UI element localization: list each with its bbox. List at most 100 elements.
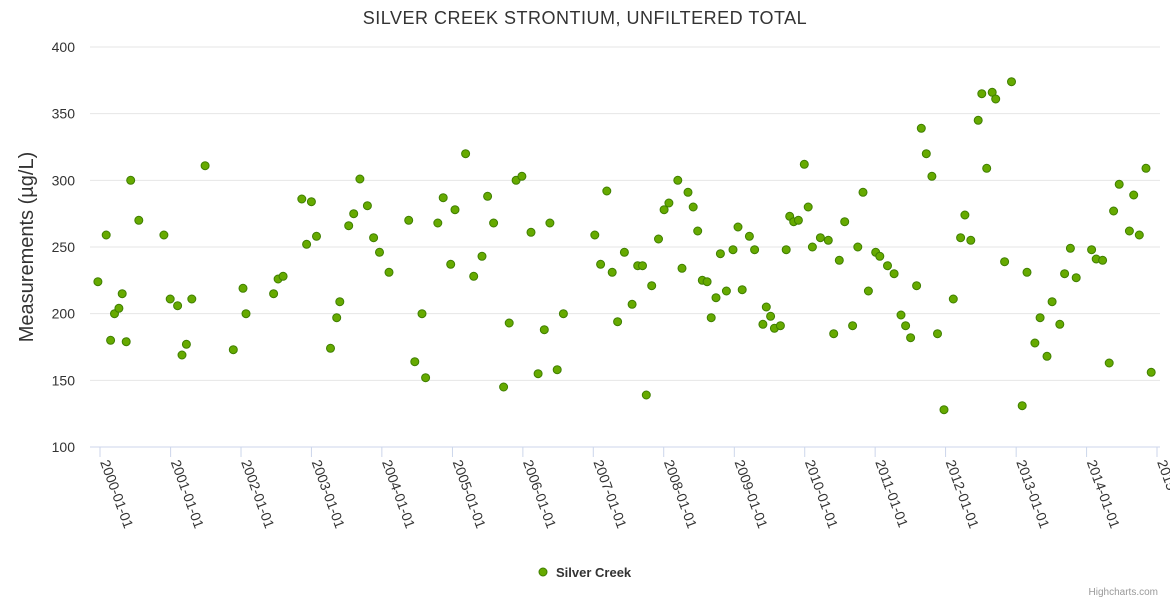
data-point-19[interactable] (269, 289, 279, 299)
data-point-16[interactable] (228, 345, 238, 355)
data-point-21[interactable] (278, 271, 288, 281)
data-point-154[interactable] (1146, 367, 1156, 377)
data-point-140[interactable] (1055, 319, 1065, 329)
data-point-61[interactable] (602, 186, 612, 196)
data-point-17[interactable] (238, 283, 248, 293)
data-point-37[interactable] (410, 357, 420, 367)
data-point-86[interactable] (737, 285, 747, 295)
data-point-120[interactable] (927, 171, 937, 181)
data-point-141[interactable] (1060, 269, 1070, 279)
data-point-46[interactable] (477, 251, 487, 261)
data-point-82[interactable] (715, 249, 725, 259)
data-point-70[interactable] (654, 234, 663, 244)
data-point-45[interactable] (469, 271, 479, 281)
data-point-99[interactable] (803, 202, 813, 212)
data-point-138[interactable] (1042, 351, 1052, 361)
data-point-94[interactable] (781, 245, 791, 255)
data-point-147[interactable] (1104, 358, 1114, 368)
data-point-90[interactable] (761, 302, 771, 312)
data-point-77[interactable] (693, 226, 703, 236)
data-point-152[interactable] (1134, 230, 1144, 240)
data-point-54[interactable] (533, 369, 543, 379)
data-point-131[interactable] (991, 94, 1001, 104)
data-point-107[interactable] (853, 242, 863, 252)
data-point-116[interactable] (906, 333, 916, 343)
data-point-69[interactable] (647, 281, 657, 291)
data-point-14[interactable] (187, 294, 197, 304)
data-point-12[interactable] (177, 350, 187, 360)
data-point-125[interactable] (960, 210, 970, 220)
data-point-137[interactable] (1035, 313, 1045, 323)
data-point-11[interactable] (173, 301, 183, 311)
data-point-97[interactable] (793, 215, 803, 225)
data-point-7[interactable] (126, 175, 136, 185)
series-silver-creek[interactable] (93, 77, 1156, 415)
data-point-115[interactable] (901, 321, 911, 331)
data-point-84[interactable] (728, 245, 738, 255)
data-point-74[interactable] (677, 263, 687, 273)
data-point-42[interactable] (446, 259, 456, 269)
data-point-41[interactable] (438, 193, 448, 203)
data-point-64[interactable] (619, 247, 629, 257)
data-point-81[interactable] (711, 293, 721, 303)
data-point-123[interactable] (948, 294, 958, 304)
data-point-30[interactable] (349, 209, 359, 219)
data-point-36[interactable] (404, 215, 414, 225)
data-point-38[interactable] (417, 309, 427, 319)
data-point-136[interactable] (1030, 338, 1040, 348)
data-point-32[interactable] (362, 201, 372, 211)
data-point-80[interactable] (706, 313, 716, 323)
data-point-121[interactable] (933, 329, 942, 339)
data-point-108[interactable] (858, 187, 868, 197)
data-point-28[interactable] (335, 297, 345, 307)
data-point-111[interactable] (875, 251, 885, 261)
data-point-89[interactable] (758, 319, 768, 329)
data-point-135[interactable] (1022, 267, 1032, 277)
data-point-39[interactable] (421, 373, 431, 383)
data-point-139[interactable] (1047, 297, 1057, 307)
data-point-134[interactable] (1017, 401, 1027, 411)
data-point-126[interactable] (966, 235, 976, 245)
data-point-122[interactable] (939, 405, 949, 415)
data-point-83[interactable] (721, 286, 731, 296)
data-point-57[interactable] (552, 365, 562, 375)
data-point-67[interactable] (638, 261, 647, 271)
data-point-68[interactable] (641, 390, 651, 400)
data-point-104[interactable] (834, 255, 844, 265)
data-point-27[interactable] (332, 313, 342, 323)
data-point-53[interactable] (526, 227, 536, 237)
data-point-124[interactable] (956, 233, 966, 243)
data-point-50[interactable] (504, 318, 514, 328)
data-point-106[interactable] (848, 321, 858, 331)
data-point-127[interactable] (973, 115, 983, 125)
data-point-119[interactable] (921, 149, 931, 159)
data-point-128[interactable] (977, 89, 987, 99)
data-point-26[interactable] (326, 343, 335, 353)
data-point-85[interactable] (733, 222, 743, 232)
data-point-144[interactable] (1087, 245, 1097, 255)
data-point-56[interactable] (545, 218, 555, 228)
data-point-146[interactable] (1098, 255, 1108, 265)
data-point-88[interactable] (750, 245, 760, 255)
data-point-114[interactable] (896, 310, 906, 320)
data-point-8[interactable] (134, 215, 144, 225)
data-point-142[interactable] (1065, 243, 1075, 253)
data-point-71[interactable] (659, 205, 669, 215)
data-point-55[interactable] (539, 325, 549, 335)
data-point-10[interactable] (165, 294, 175, 304)
credits-link[interactable]: Highcharts.com (1089, 587, 1158, 598)
data-point-34[interactable] (375, 247, 384, 257)
data-point-44[interactable] (461, 149, 471, 159)
data-point-117[interactable] (912, 281, 922, 291)
data-point-59[interactable] (590, 230, 600, 240)
data-point-24[interactable] (306, 197, 316, 207)
data-point-102[interactable] (823, 235, 833, 245)
data-point-58[interactable] (558, 309, 568, 319)
data-point-35[interactable] (384, 267, 394, 277)
data-point-143[interactable] (1071, 273, 1081, 283)
data-point-132[interactable] (1000, 257, 1010, 267)
data-point-49[interactable] (499, 382, 509, 392)
data-point-79[interactable] (702, 277, 712, 287)
data-point-33[interactable] (369, 233, 379, 243)
data-point-113[interactable] (889, 269, 899, 279)
